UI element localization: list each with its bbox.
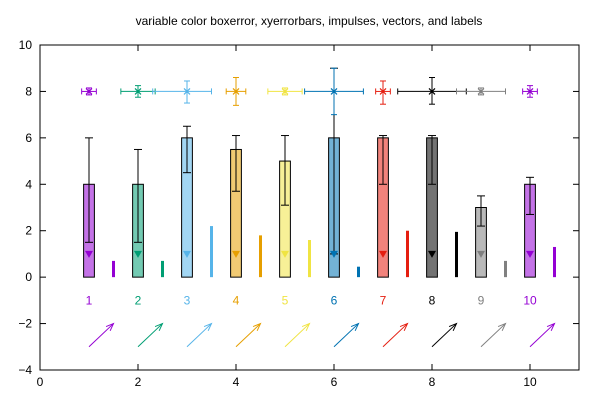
vector-shaft — [88, 323, 114, 348]
box-triangle-marker — [134, 250, 142, 258]
xyerror-point-marker — [232, 88, 240, 95]
xyerror-point-marker — [85, 88, 93, 95]
x-tick-label: 8 — [429, 375, 436, 389]
axes-layer: 0 2 4 6 8 10 −4 −2 0 2 4 6 8 10 — [18, 38, 579, 389]
vector-arrowhead — [399, 322, 409, 332]
vector-shaft — [480, 323, 506, 348]
point-label: 8 — [429, 293, 436, 307]
point-label: 7 — [380, 293, 387, 307]
xyerror-point-marker — [477, 88, 485, 95]
y-tick-label: 10 — [19, 38, 33, 52]
vector-arrowhead — [350, 322, 360, 332]
xyerror-point-marker — [183, 88, 191, 95]
xyerrorbars-layer — [81, 67, 538, 116]
x-tick-label: 10 — [523, 375, 537, 389]
vector-shaft — [186, 323, 212, 348]
point-label: 6 — [331, 293, 338, 307]
y-tick-label: −4 — [18, 363, 32, 377]
point-label: 9 — [478, 293, 485, 307]
y-tick-label: 6 — [25, 131, 32, 145]
vector-arrowhead — [154, 322, 164, 332]
xyerror-point-marker — [526, 88, 534, 95]
y-tick-label: 2 — [25, 224, 32, 238]
vector-shaft — [137, 323, 163, 348]
box-triangle-marker — [526, 250, 534, 258]
vector-shaft — [382, 323, 408, 348]
box-triangle-marker — [428, 250, 436, 258]
box-triangle-marker — [183, 250, 191, 258]
vector-shaft — [333, 323, 359, 348]
boxerror-layer — [83, 67, 536, 278]
box-triangle-marker — [477, 250, 485, 258]
vector-shaft — [431, 323, 457, 348]
y-tick-label: 0 — [25, 270, 32, 284]
box-triangle-marker — [379, 250, 387, 258]
x-tick-label: 4 — [233, 375, 240, 389]
point-label: 10 — [523, 293, 537, 307]
chart-title: variable color boxerror, xyerrorbars, im… — [136, 14, 483, 28]
vector-arrowhead — [448, 322, 458, 332]
point-label: 1 — [86, 293, 93, 307]
vector-arrowhead — [546, 322, 556, 332]
point-label: 2 — [135, 293, 142, 307]
box-triangle-marker — [232, 250, 240, 258]
labels-layer: 1 2 3 4 5 6 7 8 9 10 — [86, 293, 537, 307]
point-label: 4 — [233, 293, 240, 307]
vector-arrowhead — [301, 322, 311, 332]
x-tick-label: 0 — [37, 375, 44, 389]
box-triangle-marker — [330, 250, 338, 258]
vector-arrowhead — [252, 322, 262, 332]
x-tick-label: 2 — [135, 375, 142, 389]
xyerror-point-marker — [379, 88, 387, 95]
vector-arrowhead — [497, 322, 507, 332]
xyerror-point-marker — [330, 88, 338, 95]
vector-shaft — [235, 323, 261, 348]
xyerror-point-marker — [134, 88, 142, 95]
vectors-layer — [88, 322, 556, 348]
xyerror-point-marker — [428, 88, 436, 95]
box-triangle-marker — [85, 250, 93, 258]
vector-arrowhead — [105, 322, 115, 332]
y-tick-label: 8 — [25, 84, 32, 98]
point-label: 3 — [184, 293, 191, 307]
point-label: 5 — [282, 293, 289, 307]
vector-shaft — [529, 323, 555, 348]
y-tick-label: 4 — [25, 177, 32, 191]
y-tick-label: −2 — [18, 317, 32, 331]
x-tick-label: 6 — [331, 375, 338, 389]
box-triangle-marker — [281, 250, 289, 258]
xyerror-point-marker — [281, 88, 289, 95]
vector-shaft — [284, 323, 310, 348]
plot-frame — [39, 44, 580, 371]
vector-arrowhead — [203, 322, 213, 332]
impulses-layer — [112, 226, 556, 278]
